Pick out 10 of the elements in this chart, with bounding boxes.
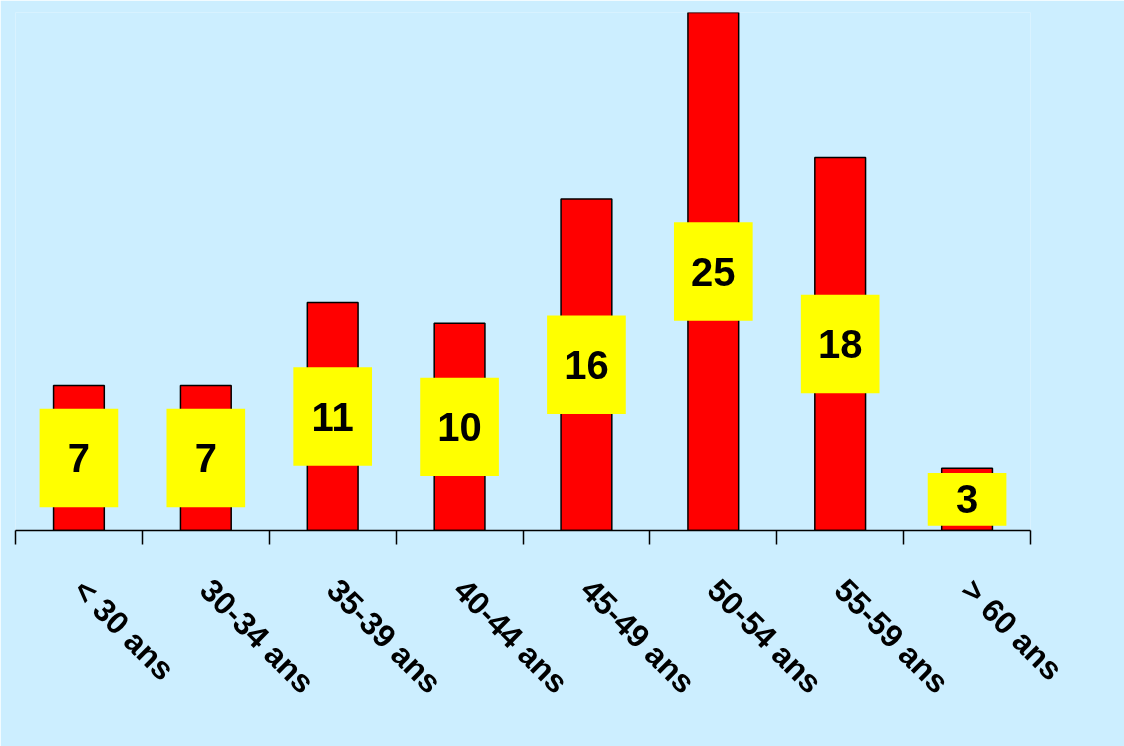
data-label: 7 — [67, 435, 91, 480]
data-label: 18 — [817, 322, 863, 367]
x-tick-label: < 30 ans — [66, 571, 182, 688]
data-label: 10 — [437, 404, 482, 449]
data-label: 25 — [691, 249, 736, 294]
data-label: 16 — [564, 342, 609, 387]
data-label: 11 — [311, 394, 354, 439]
data-label: 7 — [194, 435, 217, 480]
data-label: 3 — [955, 477, 979, 522]
x-tick-label: > 60 ans — [954, 571, 1070, 688]
